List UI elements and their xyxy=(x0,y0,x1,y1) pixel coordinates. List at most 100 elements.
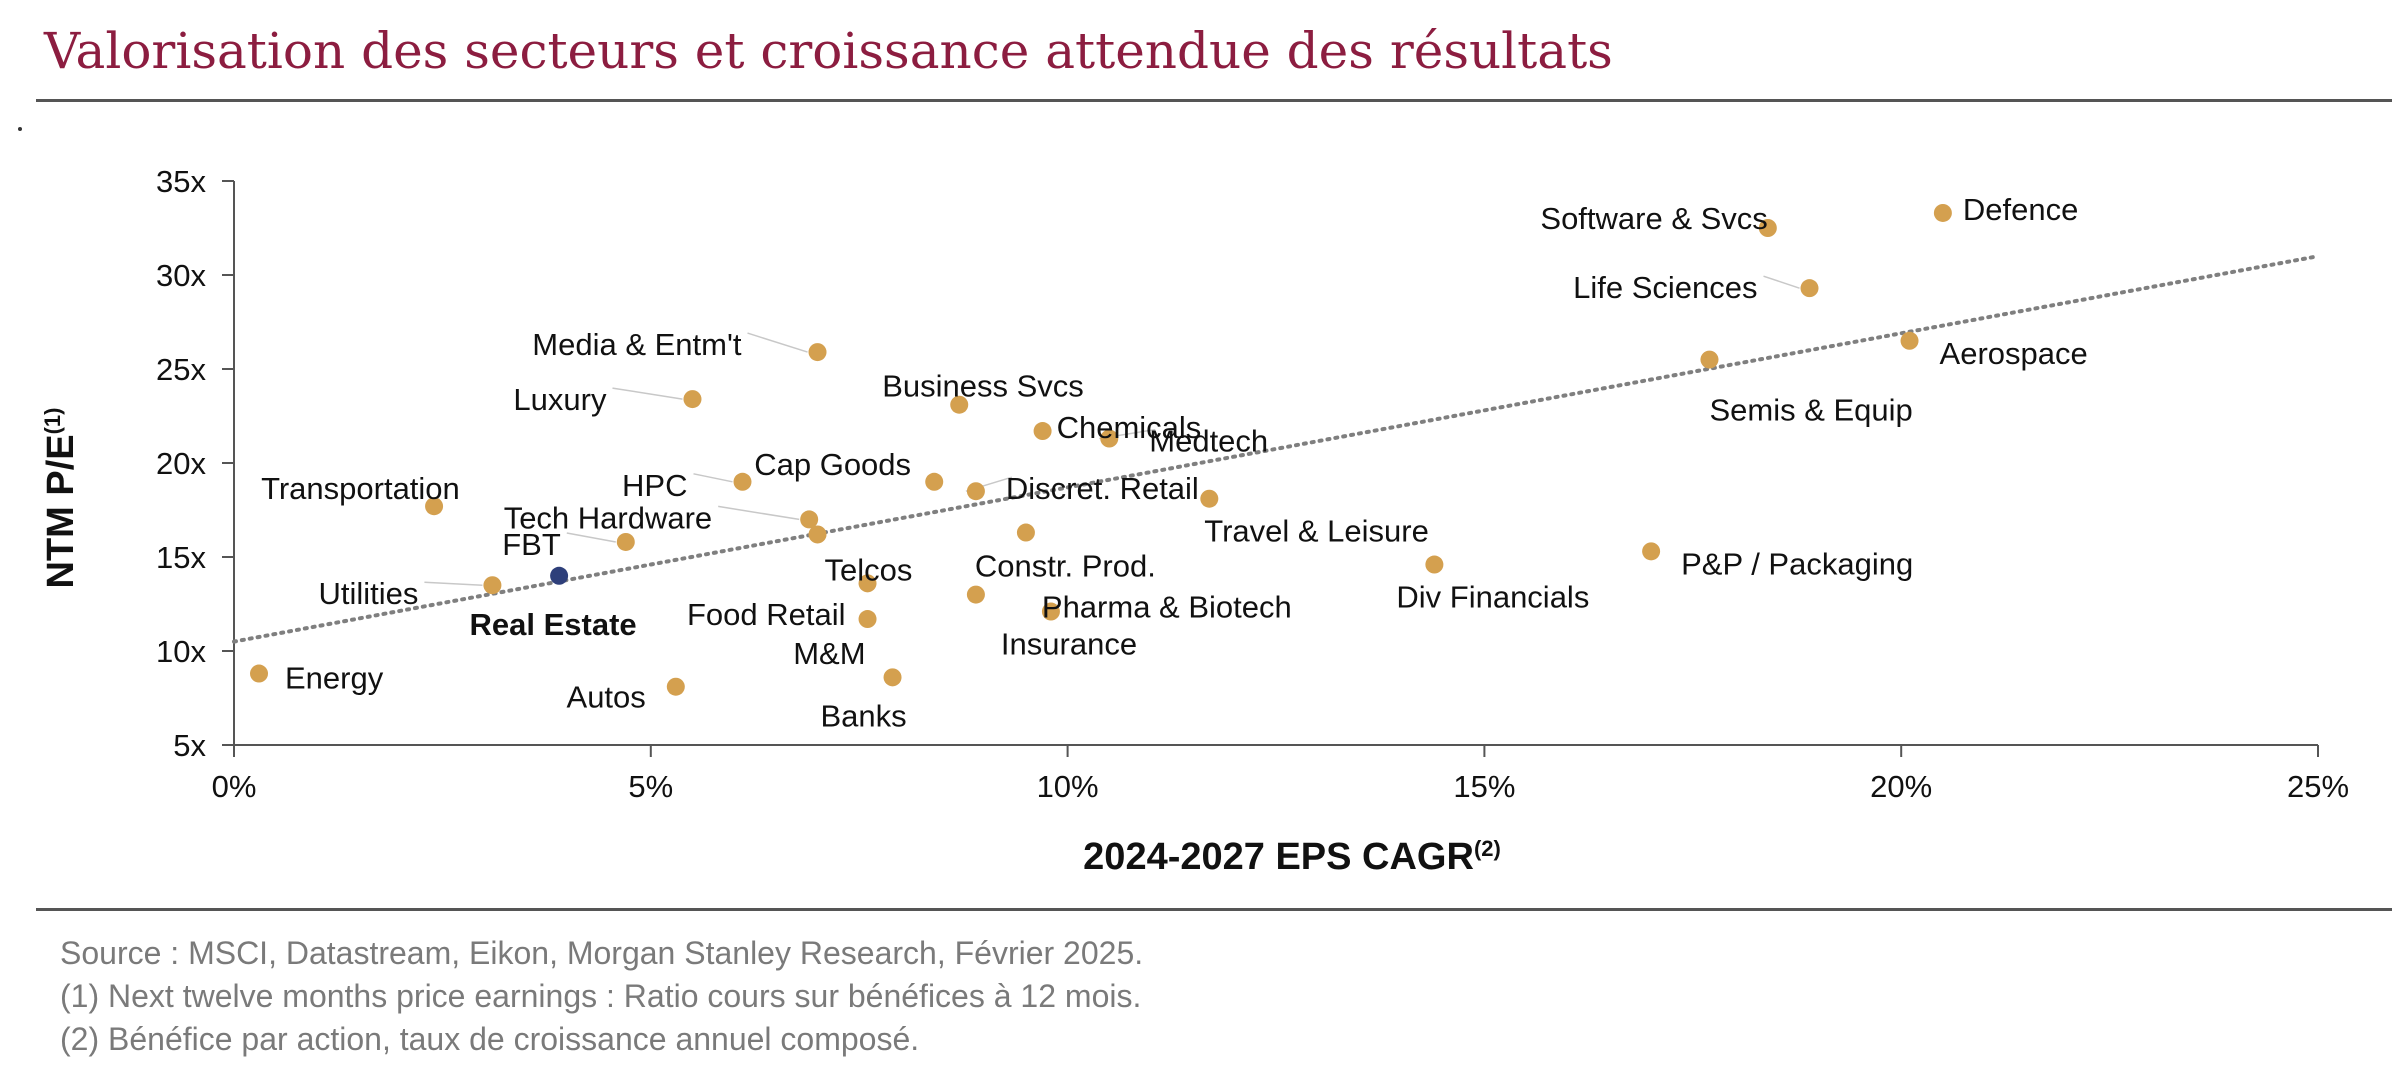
point-label-life-sciences: Life Sciences xyxy=(1573,270,1757,305)
point-label-hpc: HPC xyxy=(622,468,687,503)
x-tick-label: 25% xyxy=(2287,769,2349,804)
trend-line xyxy=(232,254,2320,644)
stray-mark xyxy=(18,127,22,131)
x-axis-title: 2024-2027 EPS CAGR(2) xyxy=(1083,836,1501,878)
leader-line-media-entm-t xyxy=(747,332,808,353)
data-point-business-svcs xyxy=(950,395,969,414)
point-label-aerospace: Aerospace xyxy=(1940,336,2088,371)
data-point-travel-leisure xyxy=(1200,489,1219,508)
data-point-cap-goods xyxy=(925,472,944,491)
point-label-transportation: Transportation xyxy=(261,471,460,506)
x-tick-label: 5% xyxy=(628,769,673,804)
y-axis: 5x 10x 15x 20x 25x 30x 35x xyxy=(156,164,235,763)
point-label-food-retail: Food Retail xyxy=(687,597,846,632)
data-point-transportation xyxy=(425,497,444,516)
x-tick-label: 15% xyxy=(1453,769,1515,804)
point-labels: Defence Software & Svcs Life Sciences Aeros… xyxy=(261,192,2088,733)
data-point-medtech xyxy=(1100,429,1119,448)
data-point-p-p-packaging xyxy=(1642,542,1661,561)
leader-line-fbt xyxy=(566,532,616,543)
point-label-business-svcs: Business Svcs xyxy=(882,369,1084,404)
y-tick-label: 5x xyxy=(173,728,206,763)
y-tick-label: 25x xyxy=(156,352,206,387)
y-axis-title-text: NTM P/E xyxy=(40,434,82,588)
x-tick-label: 0% xyxy=(212,769,257,804)
x-tick-label: 10% xyxy=(1037,769,1099,804)
data-point-banks xyxy=(883,668,902,687)
y-tick-label: 20x xyxy=(156,446,206,481)
leader-line-life-sciences xyxy=(1763,275,1800,289)
data-point-real-estate xyxy=(550,566,569,585)
title-divider xyxy=(36,99,2392,102)
data-point-div-financials xyxy=(1425,555,1444,574)
point-label-real-estate: Real Estate xyxy=(470,607,637,642)
point-label-energy: Energy xyxy=(285,661,384,696)
data-point-life-sciences xyxy=(1800,279,1819,298)
scatter-chart: 5x 10x 15x 20x 25x 30x 35x 0% 5% 10% 15% 20% 25% De… xyxy=(40,164,2349,878)
footnotes: Source : MSCI, Datastream, Eikon, Morgan… xyxy=(60,932,1143,1061)
point-label-p-p-packaging: P&P / Packaging xyxy=(1681,546,1913,581)
point-label-m-m: M&M xyxy=(793,636,865,671)
point-label-banks: Banks xyxy=(820,698,906,733)
data-point-hpc xyxy=(733,472,752,491)
data-point-pharma-biotech xyxy=(966,585,985,604)
point-label-semis-equip: Semis & Equip xyxy=(1709,393,1912,428)
data-point-food-retail xyxy=(858,610,877,629)
x-tick-label: 20% xyxy=(1870,769,1932,804)
data-point-software-svcs xyxy=(1758,219,1777,237)
point-label-fbt: FBT xyxy=(502,527,561,562)
data-point-insurance xyxy=(1041,602,1060,621)
data-point-aerospace xyxy=(1900,331,1919,350)
leader-line-tech-hardware xyxy=(718,505,800,521)
data-point-energy xyxy=(250,664,269,683)
data-point-semis-equip xyxy=(1700,350,1719,369)
x-axis: 0% 5% 10% 15% 20% 25% xyxy=(212,744,2349,804)
point-label-utilities: Utilities xyxy=(319,576,419,611)
point-label-medtech: Medtech xyxy=(1149,424,1268,459)
point-label-div-financials: Div Financials xyxy=(1396,580,1589,615)
y-tick-label: 35x xyxy=(156,164,206,199)
y-axis-title-sup: (1) xyxy=(40,407,65,434)
data-point-fbt xyxy=(616,532,635,551)
point-label-constr-prod: Constr. Prod. xyxy=(975,549,1156,584)
point-label-defence: Defence xyxy=(1963,192,2078,227)
footnote-source: Source : MSCI, Datastream, Eikon, Morgan… xyxy=(60,935,1144,971)
footnote-1: (1) Next twelve months price earnings : … xyxy=(60,978,1142,1014)
data-point-telcos xyxy=(858,574,877,593)
point-label-insurance: Insurance xyxy=(1001,627,1137,662)
page-title: Valorisation des secteurs et croissance … xyxy=(44,22,1613,80)
y-ticks: 5x 10x 15x 20x 25x 30x 35x xyxy=(156,164,234,763)
point-label-discret-retail: Discret. Retail xyxy=(1006,471,1199,506)
data-point-tech-hardware xyxy=(800,510,819,529)
point-label-travel-leisure: Travel & Leisure xyxy=(1204,514,1429,549)
data-point-discret-retail xyxy=(966,482,985,501)
x-axis-title-sup: (2) xyxy=(1474,836,1501,861)
y-tick-label: 10x xyxy=(156,634,206,669)
leader-line-utilities xyxy=(424,581,483,586)
point-label-telcos: Telcos xyxy=(825,552,913,587)
point-label-software-svcs: Software & Svcs xyxy=(1540,201,1767,236)
point-label-cap-goods: Cap Goods xyxy=(754,447,911,482)
data-point-constr-prod xyxy=(1016,523,1035,542)
footnote-2: (2) Bénéfice par action, taux de croissa… xyxy=(60,1021,920,1057)
point-label-chemicals: Chemicals xyxy=(1057,410,1202,445)
y-tick-label: 30x xyxy=(156,258,206,293)
data-point-unlabeled xyxy=(808,525,827,544)
leader-line-hpc xyxy=(693,473,733,483)
data-point-luxury xyxy=(683,390,702,409)
footer-divider xyxy=(36,908,2392,911)
y-axis-title: NTM P/E(1) xyxy=(40,407,82,588)
point-label-tech-hardware: Tech Hardware xyxy=(504,500,712,535)
point-label-luxury: Luxury xyxy=(513,382,607,417)
data-point-autos xyxy=(666,677,685,696)
point-label-autos: Autos xyxy=(567,680,646,715)
data-points xyxy=(250,203,1952,696)
point-label-pharma-biotech: Pharma & Biotech xyxy=(1042,590,1292,625)
data-point-defence xyxy=(1933,203,1952,222)
x-axis-title-text: 2024-2027 EPS CAGR xyxy=(1083,836,1474,878)
data-point-utilities xyxy=(483,576,502,595)
leader-line-luxury xyxy=(612,387,683,400)
y-tick-label: 15x xyxy=(156,540,206,575)
data-point-media-entm-t xyxy=(808,343,827,362)
x-ticks: 0% 5% 10% 15% 20% 25% xyxy=(212,745,2349,804)
